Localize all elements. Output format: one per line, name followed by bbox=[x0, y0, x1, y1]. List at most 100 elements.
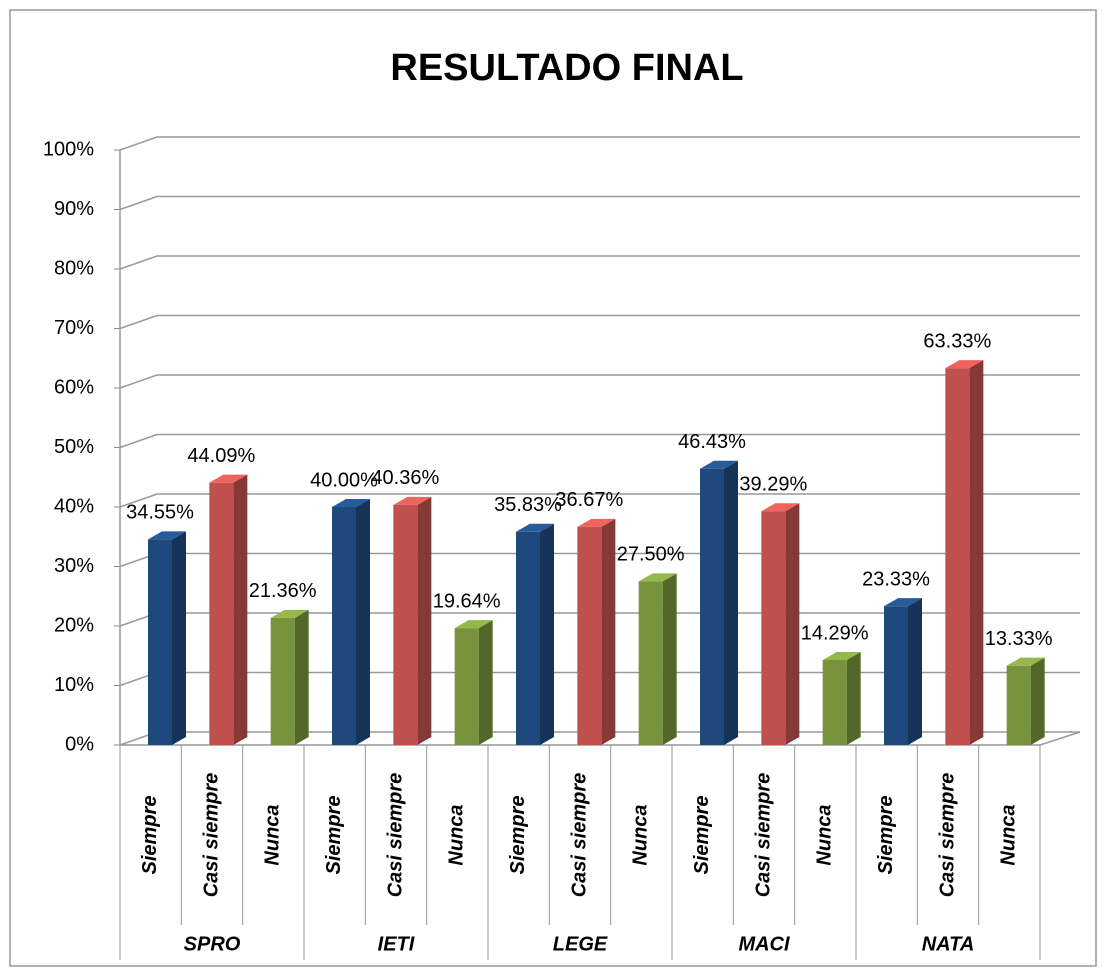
value-label: 34.55% bbox=[126, 502, 194, 524]
bar bbox=[577, 526, 602, 745]
bar bbox=[822, 659, 847, 745]
bar bbox=[761, 511, 786, 745]
y-tick-label: 60% bbox=[54, 376, 94, 398]
x-tick-label: Siempre bbox=[323, 796, 345, 875]
value-label: 36.67% bbox=[555, 489, 623, 511]
x-group-label: SPRO bbox=[184, 933, 241, 955]
value-label: 23.33% bbox=[862, 568, 930, 590]
x-tick-label: Casi siempre bbox=[200, 773, 222, 898]
x-tick-label: Siempre bbox=[691, 796, 713, 875]
y-tick-label: 10% bbox=[54, 674, 94, 696]
y-tick-label: 70% bbox=[54, 317, 94, 339]
grid-line bbox=[119, 255, 1080, 270]
bar-side bbox=[172, 531, 186, 745]
bar-side bbox=[908, 598, 922, 745]
value-label: 13.33% bbox=[985, 628, 1053, 650]
bar bbox=[209, 482, 234, 745]
y-tick-label: 40% bbox=[54, 495, 94, 517]
y-tick-label: 0% bbox=[65, 733, 94, 755]
bar-side bbox=[662, 573, 677, 745]
y-tick-label: 20% bbox=[54, 614, 94, 636]
bar-top bbox=[945, 360, 984, 369]
x-tick-label: Casi siempre bbox=[752, 773, 774, 898]
value-label: 46.43% bbox=[678, 431, 746, 453]
x-tick-label: Casi siempre bbox=[936, 773, 958, 898]
value-label: 63.33% bbox=[923, 330, 991, 352]
grid-line bbox=[119, 195, 1080, 211]
x-tick-label: Nunca bbox=[446, 804, 468, 865]
x-group-label: NATA bbox=[922, 933, 975, 955]
x-tick-label: Siempre bbox=[875, 796, 897, 875]
value-label: 27.50% bbox=[617, 544, 685, 566]
bar-top bbox=[454, 620, 493, 629]
bar-top bbox=[209, 474, 248, 483]
y-tick-label: 80% bbox=[54, 257, 94, 279]
bar-side bbox=[1030, 657, 1045, 745]
bar-side bbox=[846, 651, 861, 745]
chart-border bbox=[9, 9, 1097, 967]
y-tick-label: 50% bbox=[54, 436, 94, 458]
x-tick-label: Nunca bbox=[262, 804, 284, 865]
bar-top bbox=[516, 523, 554, 532]
bar-top bbox=[1006, 657, 1045, 666]
x-tick-label: Casi siempre bbox=[384, 773, 406, 898]
bar-top bbox=[577, 518, 616, 527]
value-label: 14.29% bbox=[801, 622, 869, 644]
value-label: 19.64% bbox=[433, 590, 501, 612]
bar-side bbox=[724, 460, 738, 745]
x-tick-label: Nunca bbox=[630, 804, 652, 865]
value-label: 40.00% bbox=[310, 469, 378, 491]
bar-side bbox=[356, 499, 370, 745]
grid-line bbox=[119, 374, 1080, 389]
y-tick-label: 90% bbox=[54, 198, 94, 220]
bar bbox=[393, 504, 418, 745]
bar bbox=[270, 617, 295, 745]
bar-side bbox=[417, 496, 432, 745]
x-tick-label: Siempre bbox=[139, 796, 161, 875]
bar-top bbox=[638, 573, 677, 582]
bar bbox=[1006, 665, 1031, 745]
bar bbox=[884, 606, 908, 745]
x-tick-label: Nunca bbox=[814, 804, 836, 865]
bar-side bbox=[478, 620, 493, 745]
bar-top bbox=[332, 499, 370, 507]
bar-top bbox=[148, 531, 186, 540]
value-label: 21.36% bbox=[249, 580, 317, 602]
x-tick-label: Nunca bbox=[998, 804, 1020, 865]
bar-side bbox=[601, 518, 616, 745]
value-label: 39.29% bbox=[739, 474, 807, 496]
bar-top bbox=[700, 460, 738, 469]
grid-line bbox=[119, 136, 1080, 151]
bar-top bbox=[393, 496, 432, 505]
bar bbox=[945, 368, 970, 745]
bar bbox=[516, 531, 540, 745]
y-tick-label: 100% bbox=[43, 138, 94, 160]
y-tick-label: 30% bbox=[54, 555, 94, 577]
bar bbox=[454, 628, 479, 745]
bar-side bbox=[233, 474, 248, 745]
grid-line bbox=[119, 493, 1080, 508]
grid-line bbox=[119, 314, 1080, 330]
bar bbox=[148, 539, 172, 745]
bar-side bbox=[294, 609, 309, 745]
bar bbox=[332, 507, 356, 745]
grid-line bbox=[119, 433, 1080, 449]
bar-top bbox=[822, 651, 861, 660]
bar-side bbox=[785, 503, 800, 745]
bar-side bbox=[969, 360, 984, 745]
x-group-label: MACI bbox=[738, 933, 790, 955]
bar bbox=[700, 468, 724, 745]
x-tick-label: Casi siempre bbox=[568, 773, 590, 898]
value-label: 44.09% bbox=[187, 445, 255, 467]
bar bbox=[638, 581, 663, 745]
bar-top bbox=[761, 503, 800, 512]
chart-title: RESULTADO FINAL bbox=[390, 47, 743, 89]
x-group-label: IETI bbox=[378, 933, 415, 955]
x-tick-label: Siempre bbox=[507, 796, 529, 875]
bar-side bbox=[540, 523, 554, 745]
value-label: 35.83% bbox=[494, 494, 562, 516]
value-label: 40.36% bbox=[371, 467, 439, 489]
bar-top bbox=[270, 609, 309, 618]
bar-top bbox=[884, 598, 922, 607]
